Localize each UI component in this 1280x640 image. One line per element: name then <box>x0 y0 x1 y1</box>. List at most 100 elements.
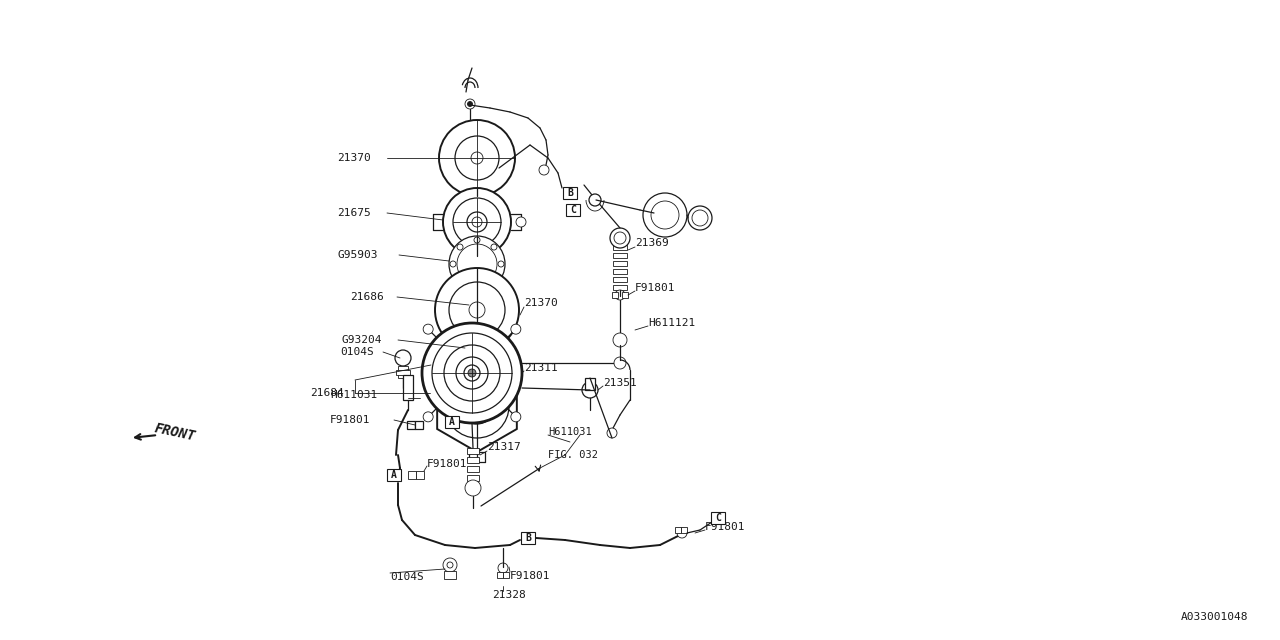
Circle shape <box>433 333 512 413</box>
Text: F91801: F91801 <box>705 522 745 532</box>
Bar <box>622 292 628 298</box>
Bar <box>710 512 724 524</box>
Circle shape <box>422 323 522 423</box>
Circle shape <box>607 428 617 438</box>
Circle shape <box>613 333 627 347</box>
Bar <box>468 326 485 331</box>
Circle shape <box>474 285 480 291</box>
Text: C: C <box>570 205 576 215</box>
Text: 21370: 21370 <box>524 298 558 308</box>
Circle shape <box>471 344 483 356</box>
Bar <box>613 269 627 274</box>
Circle shape <box>467 212 486 232</box>
Text: 21686: 21686 <box>349 292 384 302</box>
Text: C: C <box>716 513 721 523</box>
Bar <box>521 532 535 544</box>
Circle shape <box>457 244 497 284</box>
Bar <box>444 571 456 579</box>
Circle shape <box>468 302 485 318</box>
Text: 0104S: 0104S <box>390 572 424 582</box>
Text: 0104S: 0104S <box>340 347 374 357</box>
Circle shape <box>445 374 509 438</box>
Bar <box>467 475 479 481</box>
Bar <box>396 370 410 375</box>
Circle shape <box>492 278 497 284</box>
Bar <box>416 471 424 479</box>
Circle shape <box>511 412 521 422</box>
Text: H611031: H611031 <box>330 390 378 400</box>
Circle shape <box>652 201 678 229</box>
Text: B: B <box>567 188 573 198</box>
Text: 21351: 21351 <box>603 378 636 388</box>
Circle shape <box>449 282 506 338</box>
Bar <box>613 245 627 250</box>
Circle shape <box>439 120 515 196</box>
Bar <box>563 187 577 199</box>
Circle shape <box>677 528 687 538</box>
Circle shape <box>451 261 456 267</box>
Circle shape <box>454 136 499 180</box>
Bar <box>612 292 618 298</box>
Bar <box>467 457 479 463</box>
Circle shape <box>498 261 504 267</box>
Circle shape <box>492 244 497 250</box>
Circle shape <box>692 210 708 226</box>
Circle shape <box>444 345 500 401</box>
Bar <box>387 469 401 481</box>
Circle shape <box>516 217 526 227</box>
Bar <box>613 253 627 258</box>
Circle shape <box>465 338 489 362</box>
Circle shape <box>471 152 483 164</box>
Text: 21311: 21311 <box>524 363 558 373</box>
Circle shape <box>396 350 411 366</box>
Circle shape <box>614 357 626 369</box>
Text: 21684: 21684 <box>310 388 344 398</box>
Circle shape <box>474 237 480 243</box>
Circle shape <box>498 563 508 573</box>
Text: FRONT: FRONT <box>154 420 197 444</box>
Text: F91801: F91801 <box>330 415 370 425</box>
Bar <box>497 572 503 578</box>
Text: B: B <box>525 533 531 543</box>
Circle shape <box>468 369 476 377</box>
Circle shape <box>465 365 480 381</box>
Circle shape <box>614 290 625 300</box>
Circle shape <box>457 278 463 284</box>
Text: H611121: H611121 <box>648 318 695 328</box>
Bar <box>675 527 681 533</box>
Circle shape <box>453 198 500 246</box>
Bar <box>681 527 687 533</box>
Circle shape <box>447 562 453 568</box>
Circle shape <box>539 165 549 175</box>
Bar <box>613 277 627 282</box>
Circle shape <box>475 348 479 352</box>
Text: 21675: 21675 <box>337 208 371 218</box>
Circle shape <box>589 194 602 206</box>
Circle shape <box>470 329 484 343</box>
Bar <box>566 204 580 216</box>
Bar <box>407 421 415 429</box>
Text: G93204: G93204 <box>342 335 383 345</box>
Bar <box>613 261 627 266</box>
Text: F91801: F91801 <box>635 283 676 293</box>
Circle shape <box>449 236 506 292</box>
Bar <box>467 448 479 454</box>
Circle shape <box>611 228 630 248</box>
Circle shape <box>443 188 511 256</box>
Text: G95903: G95903 <box>337 250 378 260</box>
Bar <box>403 375 413 400</box>
Bar <box>468 312 485 317</box>
Bar <box>613 285 627 290</box>
Bar <box>398 366 408 378</box>
Text: A: A <box>449 417 454 427</box>
Circle shape <box>460 388 495 424</box>
Text: FIG. 032: FIG. 032 <box>548 450 598 460</box>
Bar <box>415 421 422 429</box>
Bar <box>468 305 485 310</box>
Circle shape <box>468 398 485 414</box>
Circle shape <box>457 244 463 250</box>
Circle shape <box>424 412 433 422</box>
Text: F91801: F91801 <box>509 571 550 581</box>
Circle shape <box>511 324 521 334</box>
Bar <box>468 319 485 324</box>
